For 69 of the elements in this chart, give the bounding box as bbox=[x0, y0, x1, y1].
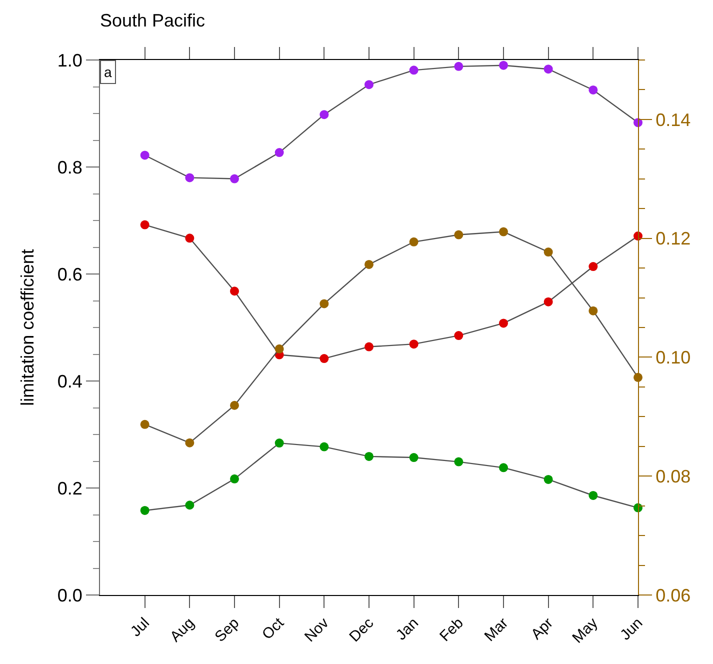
point bbox=[140, 506, 150, 515]
y2-tick-label: 0.14 bbox=[656, 110, 691, 130]
point bbox=[588, 262, 598, 272]
y-axis-title: limitation coefficient bbox=[18, 249, 38, 406]
point bbox=[230, 174, 239, 184]
point bbox=[320, 442, 329, 452]
y2-tick-label: 0.08 bbox=[656, 466, 691, 486]
point bbox=[185, 173, 194, 182]
point bbox=[454, 230, 464, 240]
point bbox=[320, 110, 329, 120]
x-tick-label: Nov bbox=[301, 614, 333, 646]
point bbox=[409, 453, 418, 462]
y-tick-label: 0.2 bbox=[57, 478, 82, 498]
y2-tick-label: 0.10 bbox=[656, 348, 691, 368]
point bbox=[499, 318, 508, 328]
point bbox=[185, 234, 194, 243]
point bbox=[230, 286, 239, 296]
point bbox=[320, 299, 329, 308]
point bbox=[544, 248, 553, 257]
y-tick-label: 0.4 bbox=[57, 371, 82, 392]
x-tick-label: Mar bbox=[481, 614, 512, 645]
point bbox=[454, 331, 464, 340]
point bbox=[364, 80, 374, 90]
point bbox=[185, 500, 194, 510]
point bbox=[454, 62, 464, 71]
point bbox=[140, 420, 150, 429]
point bbox=[274, 148, 284, 158]
point bbox=[274, 438, 284, 448]
point bbox=[544, 474, 553, 484]
point bbox=[364, 342, 374, 352]
point bbox=[544, 64, 553, 74]
point bbox=[140, 220, 150, 230]
x-tick-label: Oct bbox=[258, 614, 288, 644]
point bbox=[588, 85, 598, 94]
x-tick-label: Jan bbox=[392, 614, 422, 644]
point bbox=[454, 457, 464, 466]
y-tick-label: 0.8 bbox=[57, 157, 82, 178]
x-tick-label: May bbox=[569, 614, 602, 647]
point bbox=[364, 452, 374, 461]
point bbox=[274, 344, 284, 354]
y-tick-label: 0.0 bbox=[57, 585, 82, 606]
point bbox=[320, 354, 329, 364]
point bbox=[588, 306, 598, 316]
x-tick-label: Apr bbox=[528, 614, 556, 644]
point bbox=[499, 60, 508, 70]
point bbox=[409, 340, 418, 349]
y-tick-label: 0.6 bbox=[57, 264, 82, 284]
point bbox=[230, 400, 239, 410]
x-tick-label: Feb bbox=[436, 614, 467, 645]
chart-title: South Pacific bbox=[100, 10, 206, 30]
point bbox=[409, 66, 418, 75]
x-tick-label: Dec bbox=[346, 614, 378, 646]
x-tick-label: Sep bbox=[212, 614, 243, 646]
y-tick-label: 1.0 bbox=[57, 50, 82, 70]
x-tick-label: Jul bbox=[127, 614, 153, 640]
y2-tick-label: 0.12 bbox=[656, 228, 691, 249]
point bbox=[185, 438, 194, 448]
point bbox=[140, 150, 150, 160]
point bbox=[364, 260, 374, 269]
x-tick-label: Aug bbox=[166, 614, 198, 646]
y2-tick-label: 0.06 bbox=[656, 585, 691, 606]
point bbox=[588, 490, 598, 500]
annotation: a bbox=[104, 64, 112, 80]
point bbox=[230, 474, 239, 484]
point bbox=[499, 227, 508, 236]
point bbox=[409, 237, 418, 246]
x-tick-label: Jun bbox=[617, 614, 646, 644]
point bbox=[499, 463, 508, 472]
point bbox=[544, 297, 553, 306]
